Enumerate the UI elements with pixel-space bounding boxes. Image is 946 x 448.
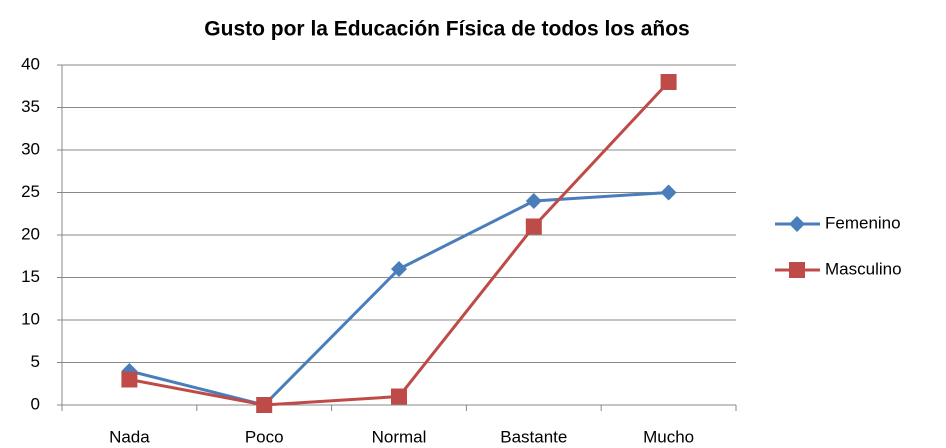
series-line bbox=[129, 80, 670, 407]
legend-label: Masculino bbox=[825, 259, 902, 278]
marker bbox=[525, 218, 542, 235]
marker bbox=[121, 371, 138, 388]
series-line bbox=[129, 191, 669, 407]
legend-marker bbox=[789, 262, 805, 278]
marker bbox=[660, 184, 677, 201]
x-tick-label: Mucho bbox=[643, 427, 694, 446]
y-tick-label: 10 bbox=[21, 309, 40, 328]
marker bbox=[256, 397, 273, 413]
y-tick-label: 40 bbox=[21, 54, 40, 73]
y-tick-label: 30 bbox=[21, 139, 40, 158]
marker bbox=[525, 193, 542, 209]
y-tick-label: 35 bbox=[21, 97, 40, 116]
chart-title: Gusto por la Educación Física de todos l… bbox=[204, 18, 689, 41]
y-tick-label: 15 bbox=[21, 267, 40, 286]
legend-marker bbox=[789, 216, 805, 232]
marker bbox=[660, 74, 677, 90]
y-tick-label: 20 bbox=[21, 224, 40, 243]
marker bbox=[391, 388, 407, 405]
legend-label: Femenino bbox=[825, 213, 901, 232]
x-tick-label: Bastante bbox=[500, 427, 567, 446]
y-tick-label: 0 bbox=[31, 394, 40, 413]
y-tick-label: 5 bbox=[31, 352, 40, 371]
y-tick-label: 25 bbox=[21, 182, 40, 201]
x-tick-label: Normal bbox=[372, 427, 427, 446]
marker bbox=[391, 261, 407, 277]
x-tick-label: Poco bbox=[245, 427, 284, 446]
x-tick-label: Nada bbox=[109, 427, 150, 446]
